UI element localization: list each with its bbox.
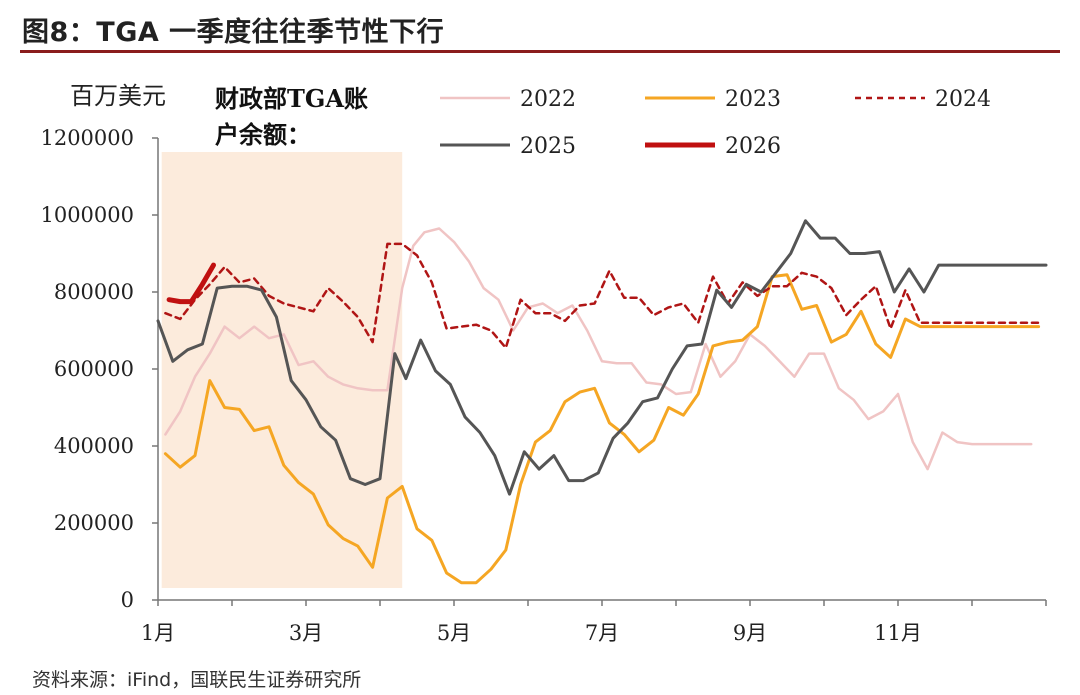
series-line-2022 [164,227,1033,471]
legend-label-2025: 2025 [520,134,576,159]
legend-label-2026: 2026 [725,134,781,159]
series-line-2026 [166,262,216,305]
legend-label-2023: 2023 [725,87,781,112]
series-line-2025 [156,219,1048,496]
y-tick-label: 800000 [54,280,134,304]
x-tick-label: 7月 [585,621,619,645]
series-line-2023 [163,273,1041,585]
y-tick-label: 200000 [54,511,134,535]
legend-label-2022: 2022 [520,87,576,112]
y-tick-label: 1000000 [40,203,134,227]
q1-shaded-region [161,152,403,588]
source-note: 资料来源：iFind，国联民生证券研究所 [32,669,362,691]
x-tick-label: 3月 [289,621,323,645]
legend-label-2024: 2024 [935,87,991,112]
y-axis-unit-label: 百万美元 [70,82,166,110]
x-tick-label: 5月 [437,621,471,645]
x-tick-label: 1月 [141,621,175,645]
annotation-line-1: 财政部TGA账 [215,84,368,113]
title-rule [20,50,1060,53]
x-tick-label: 11月 [874,621,922,645]
annotation-line-2: 户余额： [215,120,311,149]
y-tick-label: 0 [121,588,134,612]
y-tick-label: 400000 [54,434,134,458]
tga-line-chart: 0 200000 400000 600000 800000 1000000 1200000 1… [40,82,1048,645]
x-tick-label: 9月 [733,621,767,645]
y-tick-label: 1200000 [40,126,134,150]
figure-title: 图8：TGA 一季度往往季节性下行 [22,17,445,48]
series-line-2024 [164,242,1040,350]
y-tick-label: 600000 [54,357,134,381]
